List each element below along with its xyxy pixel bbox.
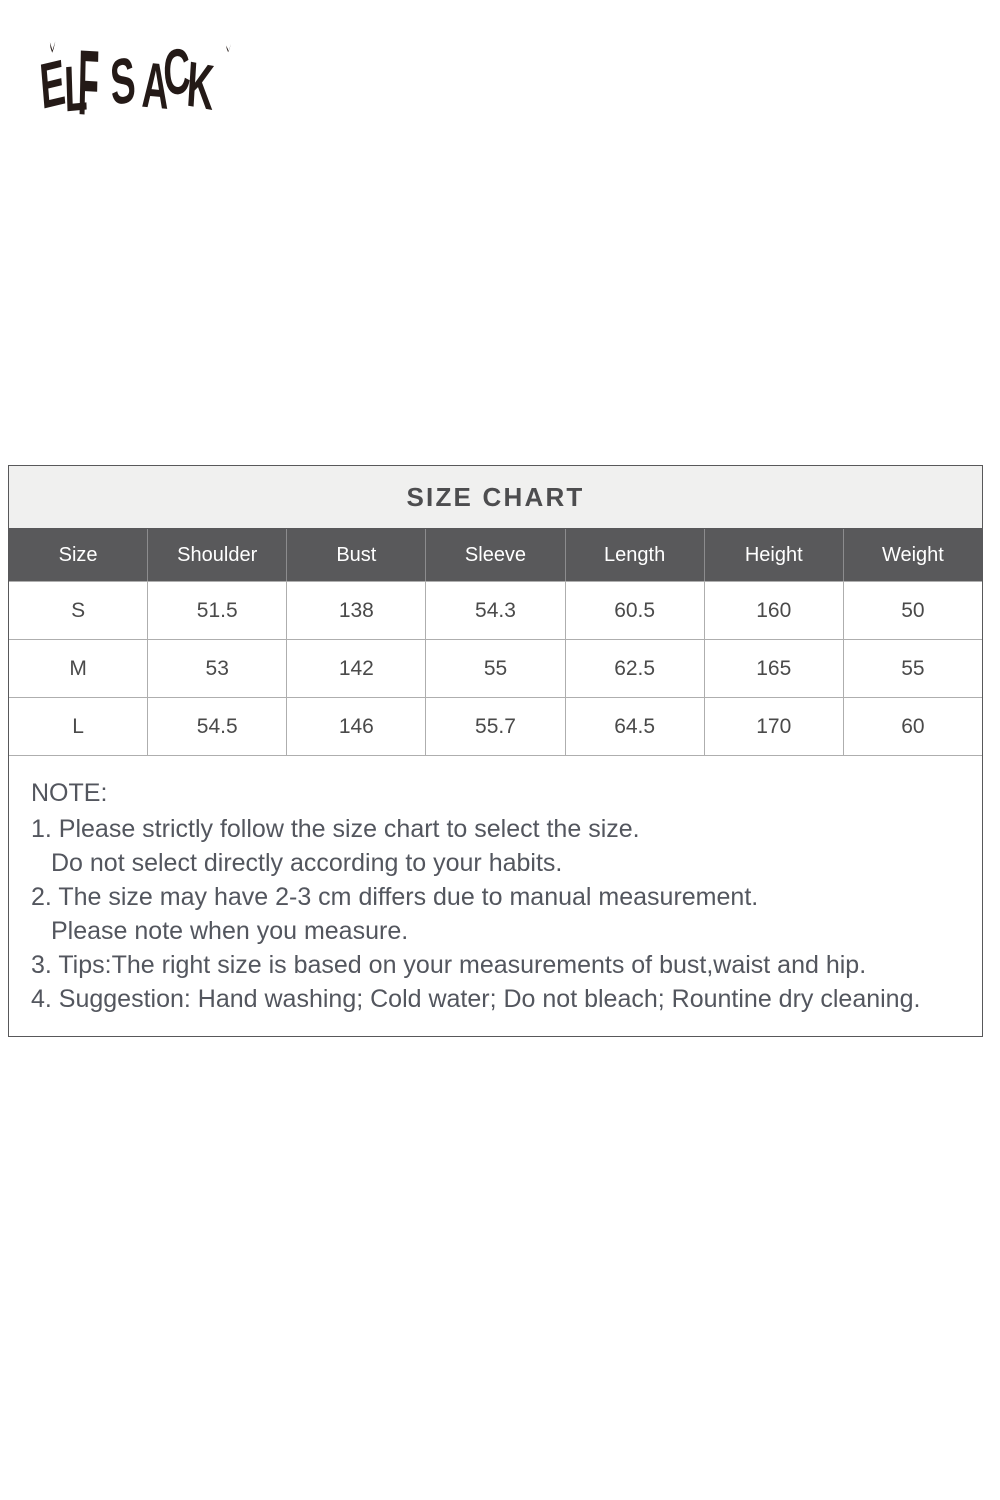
svg-text:F: F [77,31,100,136]
svg-text:S: S [108,44,137,120]
svg-text:K: K [185,48,216,125]
